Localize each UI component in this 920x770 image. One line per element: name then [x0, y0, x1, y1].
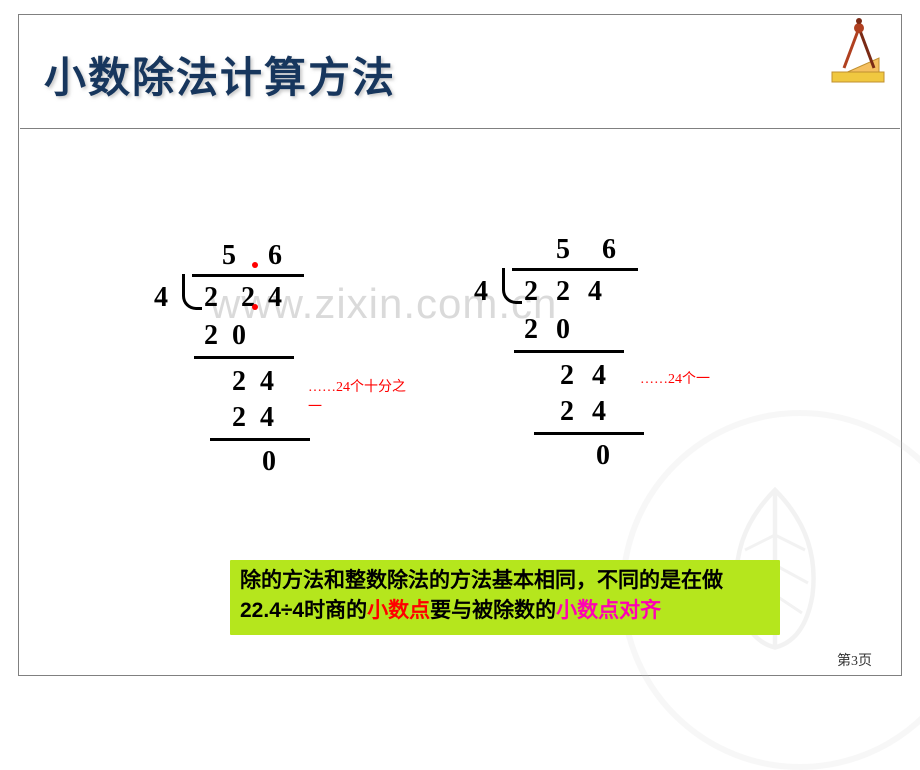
division-bracket-r [502, 268, 522, 304]
division-right: 5 6 4 224 20 24 ……24个一 24 0 [470, 234, 730, 534]
step1-20-r: 20 [524, 314, 588, 346]
quotient-digit-5: 5 [222, 240, 244, 272]
step2-line [210, 438, 310, 441]
step2-line-r [534, 432, 644, 435]
step2-24b-r: 24 [560, 396, 624, 428]
step2-24a-r: 24 [560, 360, 624, 392]
summary-part-2: 小数点 [367, 599, 430, 622]
step2-24b: 24 [232, 402, 288, 434]
slide-title: 小数除法计算方法 [44, 44, 396, 105]
title-separator [20, 128, 900, 129]
quotient-decimal-dot [252, 262, 258, 268]
note-tenths: ……24个十分之一 [308, 376, 410, 416]
page-number: 第3页 [837, 650, 872, 670]
quotient-line-r [512, 268, 638, 271]
summary-box: 除的方法和整数除法的方法基本相同，不同的是在做22.4÷4时商的小数点要与被除数… [230, 560, 780, 635]
divisor: 4 [154, 282, 176, 314]
step1-20: 20 [204, 320, 260, 352]
division-bracket [182, 274, 202, 310]
summary-part-4: 小数点对齐 [556, 599, 661, 622]
step1-line-r [514, 350, 624, 353]
quotient-line [192, 274, 304, 277]
note-ones: ……24个一 [640, 368, 710, 388]
quotient-digit-5-r: 5 [556, 234, 578, 266]
corner-tools-icon [824, 18, 894, 88]
dividend-4: 4 [268, 282, 290, 314]
step1-line [194, 356, 294, 359]
remainder-0: 0 [262, 446, 284, 478]
division-left: 5 6 4 2 2 4 20 24 ……24个十分之一 24 0 [150, 240, 410, 540]
dividend-decimal-dot [252, 304, 258, 310]
quotient-digit-6: 6 [268, 240, 290, 272]
quotient-digit-6-r: 6 [602, 234, 624, 266]
step2-24a: 24 [232, 366, 288, 398]
dividend-r: 224 [524, 276, 620, 308]
divisor-r: 4 [474, 276, 496, 308]
summary-part-3: 要与被除数的 [430, 599, 556, 622]
remainder-0-r: 0 [596, 440, 618, 472]
